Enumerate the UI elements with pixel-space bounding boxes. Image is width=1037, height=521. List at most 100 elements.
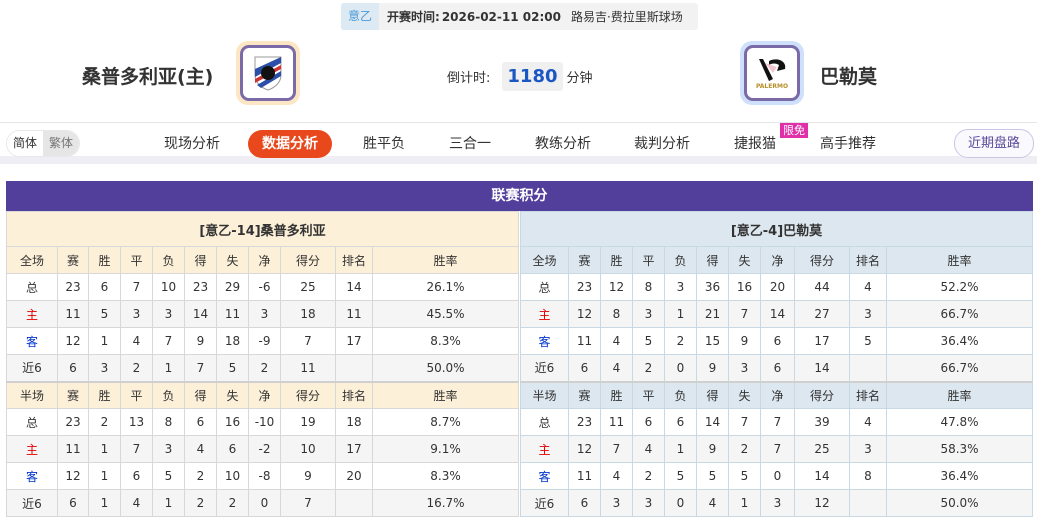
- table-cell: [849, 354, 887, 382]
- table-cell: 11: [600, 408, 633, 436]
- home-team-logo[interactable]: [236, 41, 300, 105]
- table-cell: 7: [728, 300, 761, 328]
- table-cell: 23: [568, 408, 601, 436]
- table-cell: 2: [248, 354, 281, 382]
- table-cell: 4: [600, 462, 633, 490]
- column-header: 得: [184, 246, 217, 274]
- table-cell: 3: [849, 435, 887, 463]
- column-header: 得: [184, 380, 217, 409]
- table-row: 总 23 2 13 8 6 16 -10 19 18 8.7%: [6, 408, 519, 436]
- table-cell: 6: [568, 489, 601, 517]
- table-cell: 5: [696, 462, 729, 490]
- home-team-caption[interactable]: [意乙-14]桑普多利亚: [6, 211, 519, 247]
- table-cell: 1: [664, 435, 697, 463]
- table-cell: 7: [280, 327, 336, 355]
- table-cell: 3: [152, 435, 185, 463]
- table-cell: 8: [152, 408, 185, 436]
- tab-expert-picks[interactable]: 高手推荐: [820, 136, 876, 152]
- tab-coach-analysis[interactable]: 教练分析: [535, 136, 591, 152]
- table-cell: 7: [152, 327, 185, 355]
- column-header: 平: [632, 246, 665, 274]
- column-header: 平: [120, 380, 153, 409]
- table-cell: 29: [216, 273, 249, 301]
- table-cell: 27: [794, 300, 850, 328]
- table-cell: 8: [632, 273, 665, 301]
- league-label[interactable]: 意乙: [341, 3, 380, 30]
- table-cell: 3: [849, 300, 887, 328]
- table-cell: 36.4%: [886, 327, 1033, 355]
- table-cell: 8.3%: [372, 327, 519, 355]
- nav-bar: 简体 繁体 现场分析 数据分析 胜平负 三合一 教练分析 裁判分析 捷报猫 限免…: [0, 122, 1037, 164]
- table-cell: 25: [794, 435, 850, 463]
- table-cell: 14: [794, 354, 850, 382]
- recent-odds-button[interactable]: 近期盘路: [954, 129, 1034, 158]
- away-team-name[interactable]: 巴勒莫: [820, 66, 878, 88]
- table-cell: 2: [88, 408, 121, 436]
- tab-referee-analysis[interactable]: 裁判分析: [634, 136, 690, 152]
- tab-live-analysis[interactable]: 现场分析: [164, 136, 220, 152]
- lang-traditional[interactable]: 繁体: [43, 131, 80, 156]
- table-cell: 0: [664, 354, 697, 382]
- language-switch: 简体 繁体: [6, 130, 81, 157]
- caption-row: [意乙-4]巴勒莫: [520, 211, 1033, 247]
- column-header: 排名: [849, 380, 887, 409]
- table-cell: 2: [632, 462, 665, 490]
- tab-jiebaomao[interactable]: 捷报猫: [734, 136, 776, 152]
- table-cell: 11: [568, 327, 601, 355]
- table-row: 客 12 1 4 7 9 18 -9 7 17 8.3%: [6, 327, 519, 355]
- table-cell: 6: [88, 273, 121, 301]
- lang-simplified[interactable]: 简体: [7, 131, 44, 156]
- table-cell: 23: [568, 273, 601, 301]
- table-cell: 7: [760, 408, 795, 436]
- table-cell: 1: [152, 489, 185, 517]
- table-cell: 6: [57, 354, 89, 382]
- table-cell: 1: [88, 489, 121, 517]
- column-header: 负: [152, 380, 185, 409]
- table-cell: 4: [120, 489, 153, 517]
- half-header-row: 半场赛胜平负得失净得分 排名 胜率: [6, 380, 519, 409]
- full-header-row: 全场赛胜平负得失净得分 排名 胜率: [6, 246, 519, 274]
- tab-three-in-one[interactable]: 三合一: [449, 136, 491, 152]
- table-row: 主 11 1 7 3 4 6 -2 10 17 9.1%: [6, 435, 519, 463]
- table-cell: 4: [696, 489, 729, 517]
- away-team-logo[interactable]: PALERMO: [740, 41, 804, 105]
- tab-1x2[interactable]: 胜平负: [363, 136, 405, 152]
- table-cell: 3: [664, 273, 697, 301]
- row-label: 主: [6, 435, 58, 463]
- row-label: 客: [6, 327, 58, 355]
- caption-row: [意乙-14]桑普多利亚: [6, 211, 519, 247]
- column-header: 净: [760, 380, 795, 409]
- table-cell: 6: [120, 462, 153, 490]
- palermo-logo-text: PALERMO: [755, 82, 789, 90]
- table-cell: -9: [248, 327, 281, 355]
- table-cell: 66.7%: [886, 354, 1033, 382]
- row-label: 主: [6, 300, 58, 328]
- column-header: 赛: [57, 246, 89, 274]
- table-cell: 0: [664, 489, 697, 517]
- column-header: 赛: [57, 380, 89, 409]
- table-cell: 4: [632, 435, 665, 463]
- table-cell: 12: [794, 489, 850, 517]
- table-cell: 1: [88, 462, 121, 490]
- table-cell: 45.5%: [372, 300, 519, 328]
- table-cell: 7: [280, 489, 336, 517]
- table-cell: 3: [760, 489, 795, 517]
- column-header: 失: [216, 380, 249, 409]
- table-cell: 10: [216, 462, 249, 490]
- table-cell: 13: [120, 408, 153, 436]
- tab-data-analysis[interactable]: 数据分析: [248, 130, 332, 158]
- table-cell: 3: [88, 354, 121, 382]
- section-label: 半场: [6, 380, 58, 409]
- table-cell: 1: [88, 435, 121, 463]
- table-cell: 5: [728, 462, 761, 490]
- column-header: 排名: [849, 246, 887, 274]
- table-cell: 18: [216, 327, 249, 355]
- table-cell: 36: [696, 273, 729, 301]
- table-cell: 15: [696, 327, 729, 355]
- table-row: 近6 6 1 4 1 2 2 0 7 16.7%: [6, 489, 519, 517]
- away-team-caption[interactable]: [意乙-4]巴勒莫: [520, 211, 1033, 247]
- column-header: 赛: [568, 246, 601, 274]
- table-cell: 7: [760, 435, 795, 463]
- home-team-name[interactable]: 桑普多利亚(主): [82, 66, 214, 88]
- table-cell: -10: [248, 408, 281, 436]
